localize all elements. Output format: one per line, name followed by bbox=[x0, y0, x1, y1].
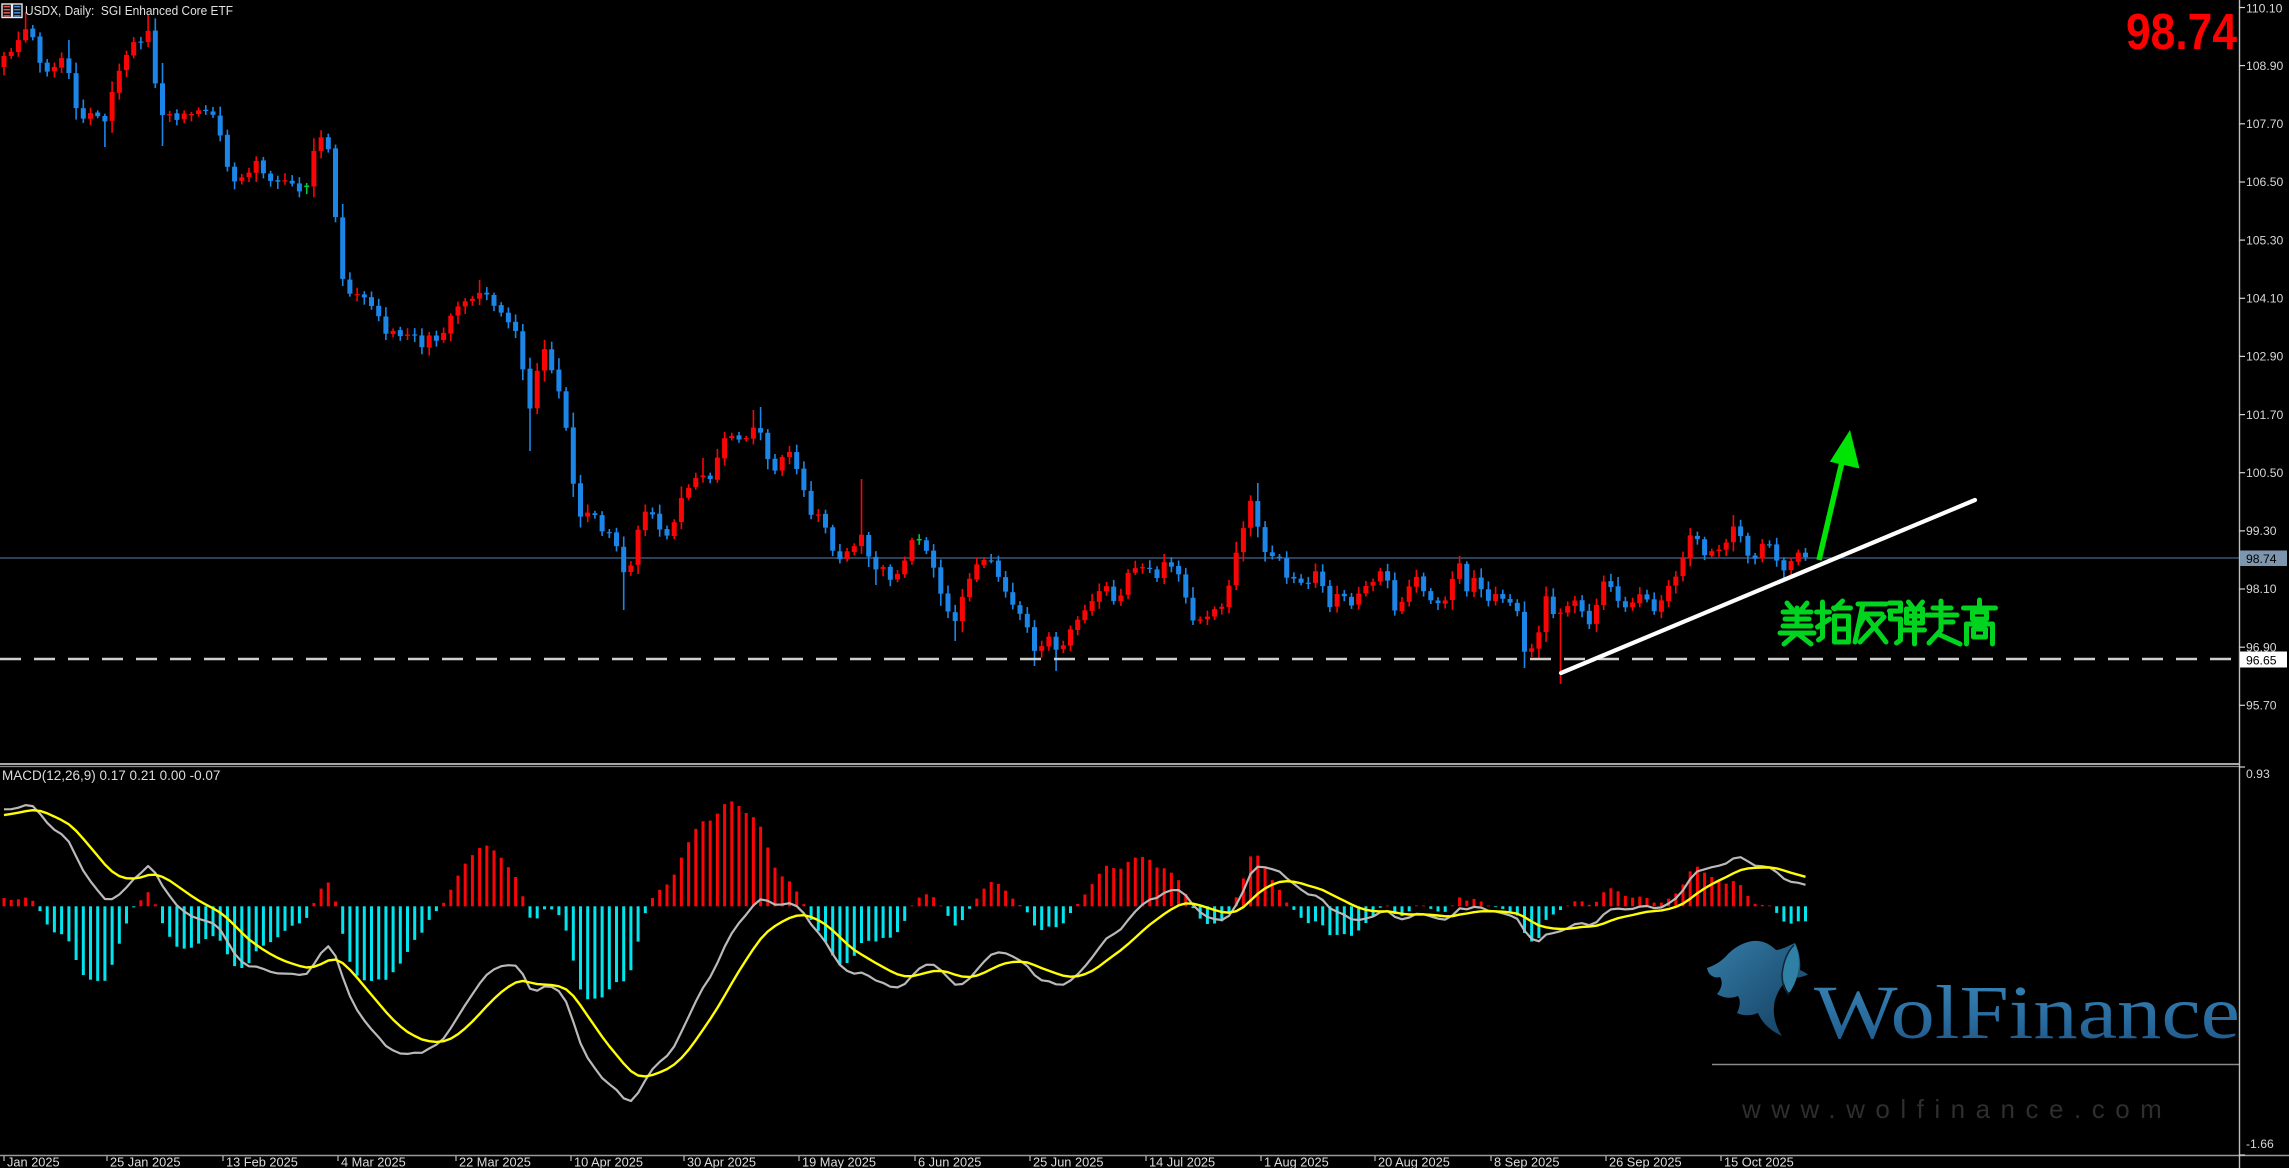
svg-text:100.50: 100.50 bbox=[2246, 466, 2283, 480]
svg-text:22 Mar 2025: 22 Mar 2025 bbox=[459, 1155, 531, 1168]
svg-text:106.50: 106.50 bbox=[2246, 175, 2283, 189]
svg-text:MACD(12,26,9) 0.17 0.21 0.00 -: MACD(12,26,9) 0.17 0.21 0.00 -0.07 bbox=[2, 768, 220, 783]
svg-text:20 Aug 2025: 20 Aug 2025 bbox=[1378, 1155, 1450, 1168]
svg-text:96.65: 96.65 bbox=[2246, 654, 2277, 668]
svg-text:10 Apr 2025: 10 Apr 2025 bbox=[574, 1155, 643, 1168]
svg-text:4 Mar 2025: 4 Mar 2025 bbox=[341, 1155, 406, 1168]
svg-text:Jan 2025: Jan 2025 bbox=[7, 1155, 60, 1168]
svg-text:107.70: 107.70 bbox=[2246, 117, 2283, 131]
svg-text:www.wolfinance.com: www.wolfinance.com bbox=[1741, 1094, 2172, 1124]
svg-text:101.70: 101.70 bbox=[2246, 408, 2283, 422]
svg-text:26 Sep 2025: 26 Sep 2025 bbox=[1609, 1155, 1682, 1168]
svg-text:0.93: 0.93 bbox=[2246, 767, 2270, 781]
svg-text:1 Aug 2025: 1 Aug 2025 bbox=[1264, 1155, 1329, 1168]
svg-text:98.74: 98.74 bbox=[2246, 552, 2277, 566]
svg-text:8 Sep 2025: 8 Sep 2025 bbox=[1494, 1155, 1559, 1168]
svg-text:25 Jan 2025: 25 Jan 2025 bbox=[110, 1155, 180, 1168]
svg-text:98.10: 98.10 bbox=[2246, 582, 2277, 596]
svg-text:30 Apr 2025: 30 Apr 2025 bbox=[687, 1155, 756, 1168]
svg-text:13 Feb 2025: 13 Feb 2025 bbox=[226, 1155, 298, 1168]
svg-text:99.30: 99.30 bbox=[2246, 524, 2277, 538]
svg-text:USDX, Daily: SGI Enhanced Cor: USDX, Daily: SGI Enhanced Core ETF bbox=[25, 3, 233, 18]
svg-text:104.10: 104.10 bbox=[2246, 292, 2283, 306]
svg-text:-1.66: -1.66 bbox=[2246, 1137, 2274, 1151]
svg-text:110.10: 110.10 bbox=[2246, 2, 2283, 16]
svg-text:98.74: 98.74 bbox=[2126, 3, 2238, 60]
svg-text:19 May 2025: 19 May 2025 bbox=[802, 1155, 876, 1168]
svg-text:102.90: 102.90 bbox=[2246, 350, 2283, 364]
svg-text:96.90: 96.90 bbox=[2246, 640, 2277, 654]
svg-text:WolFinance: WolFinance bbox=[1814, 971, 2240, 1055]
svg-text:25 Jun 2025: 25 Jun 2025 bbox=[1033, 1155, 1103, 1168]
svg-text:15 Oct 2025: 15 Oct 2025 bbox=[1724, 1155, 1794, 1168]
svg-text:108.90: 108.90 bbox=[2246, 59, 2283, 73]
svg-text:105.30: 105.30 bbox=[2246, 233, 2283, 247]
svg-text:6 Jun 2025: 6 Jun 2025 bbox=[918, 1155, 981, 1168]
svg-text:95.70: 95.70 bbox=[2246, 699, 2277, 713]
svg-text:14 Jul 2025: 14 Jul 2025 bbox=[1149, 1155, 1215, 1168]
